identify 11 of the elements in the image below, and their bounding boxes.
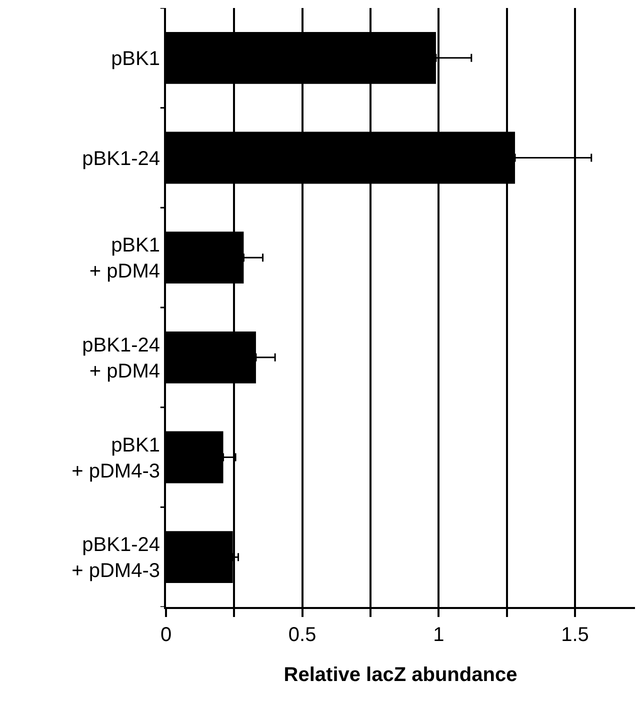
y-tick-label: pBK1-24 bbox=[82, 148, 160, 170]
y-tick-label: pBK1 + pDM4 bbox=[89, 234, 160, 283]
x-axis-title: Relative lacZ abundance bbox=[284, 664, 518, 686]
y-tick-label: pBK1-24 + pDM4-3 bbox=[72, 534, 160, 582]
x-tick-label: 1 bbox=[433, 624, 444, 646]
x-tick-label: 1.5 bbox=[561, 624, 589, 646]
y-tick-label: pBK1 + pDM4-3 bbox=[72, 434, 160, 482]
x-tick-label: 0 bbox=[160, 624, 172, 646]
x-tick-label: 0.5 bbox=[288, 624, 316, 646]
y-tick-label: pBK1 bbox=[111, 48, 160, 70]
y-tick-label: pBK1-24 + pDM4 bbox=[82, 334, 160, 382]
